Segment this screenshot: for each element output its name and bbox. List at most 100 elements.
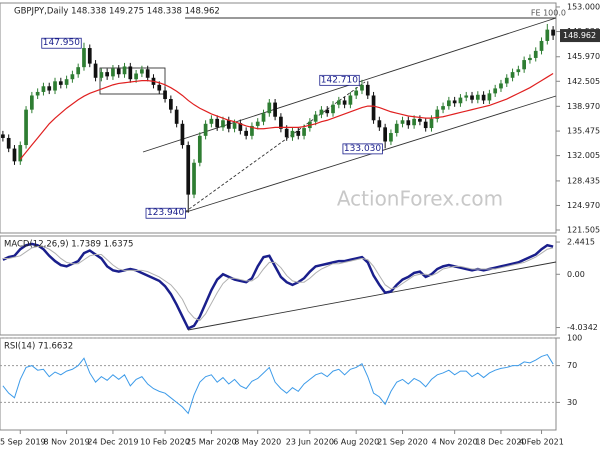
- moving-average: [19, 73, 554, 160]
- y-tick-label: 145.970: [567, 52, 600, 61]
- candle-body: [116, 68, 121, 75]
- candle-body: [464, 95, 469, 98]
- candle-body: [47, 86, 52, 91]
- candle-body: [180, 123, 185, 146]
- price-label-box: [41, 37, 82, 49]
- candle-body: [58, 81, 63, 85]
- candle-body: [522, 60, 526, 70]
- candle-body: [209, 118, 214, 124]
- candle-body: [267, 102, 272, 114]
- price-label-box: [145, 207, 186, 219]
- candle-body: [331, 104, 335, 114]
- price-label-box: [319, 74, 360, 86]
- price-label: 133.030: [344, 144, 381, 154]
- candle-body: [87, 48, 92, 64]
- candle-body: [53, 81, 57, 91]
- candle-body: [400, 120, 405, 124]
- candle-body: [354, 90, 359, 96]
- candle-body: [30, 95, 34, 110]
- candle-body: [122, 66, 127, 75]
- candle-body: [319, 109, 324, 115]
- channel-mid: [184, 81, 366, 213]
- candle-body: [499, 83, 503, 89]
- candle-body: [429, 118, 434, 129]
- series-line: [2, 242, 554, 331]
- candle-body: [475, 94, 480, 100]
- candle-body: [377, 120, 382, 128]
- candle-body: [493, 88, 498, 94]
- channel-lower: [182, 95, 557, 214]
- series-line: [2, 246, 554, 322]
- candle-body: [371, 95, 376, 121]
- price-label: 147.950: [43, 38, 80, 48]
- y-tick-label: 100: [567, 334, 582, 343]
- x-tick-label: 25 Mar 2020: [186, 438, 237, 447]
- y-tick-label: 128.435: [567, 176, 600, 185]
- x-tick-label: 6 Aug 2020: [333, 438, 379, 447]
- last-price-box: [560, 29, 600, 43]
- x-tick-label: 24 Dec 2019: [87, 438, 138, 447]
- watermark: ActionForex.com: [337, 187, 503, 211]
- candle-body: [447, 100, 451, 107]
- candle-body: [452, 100, 457, 104]
- candle-body: [504, 77, 509, 84]
- candle-body: [157, 84, 162, 91]
- candle-body: [261, 113, 266, 122]
- candle-body: [348, 95, 353, 105]
- candle-body: [394, 123, 399, 134]
- candle-body: [342, 100, 347, 105]
- candle-body: [336, 100, 341, 105]
- candle-body: [186, 145, 191, 195]
- y-tick-label: 121.505: [567, 225, 600, 234]
- macd-panel: [0, 235, 557, 336]
- candle-body: [18, 145, 23, 162]
- candle-body: [82, 48, 86, 68]
- candle-body: [284, 128, 289, 138]
- candle-body: [197, 135, 202, 163]
- candle-body: [169, 99, 173, 110]
- y-tick-label: 153.000: [567, 2, 600, 11]
- panel-title: MACD(12,26,9) 1.7389 1.6375: [4, 240, 133, 250]
- candle-body: [313, 114, 318, 122]
- candle-body: [412, 118, 416, 126]
- candle-body: [551, 29, 555, 36]
- candle-body: [99, 72, 104, 78]
- candle-body: [41, 86, 46, 92]
- candle-body: [510, 72, 515, 78]
- candle-body: [273, 102, 277, 117]
- candle-body: [458, 97, 463, 104]
- candle-body: [360, 84, 364, 91]
- candle-body: [406, 120, 411, 126]
- candle-body: [163, 90, 167, 100]
- candle-body: [487, 93, 492, 101]
- candle-body: [145, 69, 150, 78]
- candle-body: [255, 121, 260, 126]
- candle-body: [389, 133, 393, 142]
- candle-body: [6, 137, 11, 149]
- y-tick-label: 142.505: [567, 77, 600, 86]
- candle-body: [290, 130, 295, 138]
- candle-body: [250, 125, 254, 136]
- price-label: 123.940: [147, 208, 184, 218]
- price-panel: [0, 2, 557, 234]
- y-tick-label: 124.970: [567, 201, 600, 210]
- panel-title: GBPJPY,Daily 148.338 149.275 148.338 148…: [14, 7, 220, 17]
- panel-title: RSI(14) 71.6632: [4, 342, 73, 352]
- candle-body: [539, 40, 544, 51]
- range-box: [99, 67, 166, 95]
- candle-body: [76, 67, 81, 75]
- y-tick-label: 135.475: [567, 127, 600, 136]
- y-tick-label: 138.970: [567, 102, 600, 111]
- candle-body: [35, 91, 40, 96]
- candle-body: [105, 72, 109, 77]
- candle-body: [441, 106, 445, 110]
- candle-body: [1, 134, 5, 138]
- x-tick-label: 4 Nov 2020: [432, 438, 478, 447]
- candle-body: [215, 118, 220, 128]
- y-tick-label: 2.4415: [567, 238, 595, 247]
- x-tick-label: 8 Nov 2019: [44, 438, 90, 447]
- candle-body: [435, 109, 440, 119]
- candle-body: [516, 69, 521, 73]
- candle-body: [296, 130, 301, 136]
